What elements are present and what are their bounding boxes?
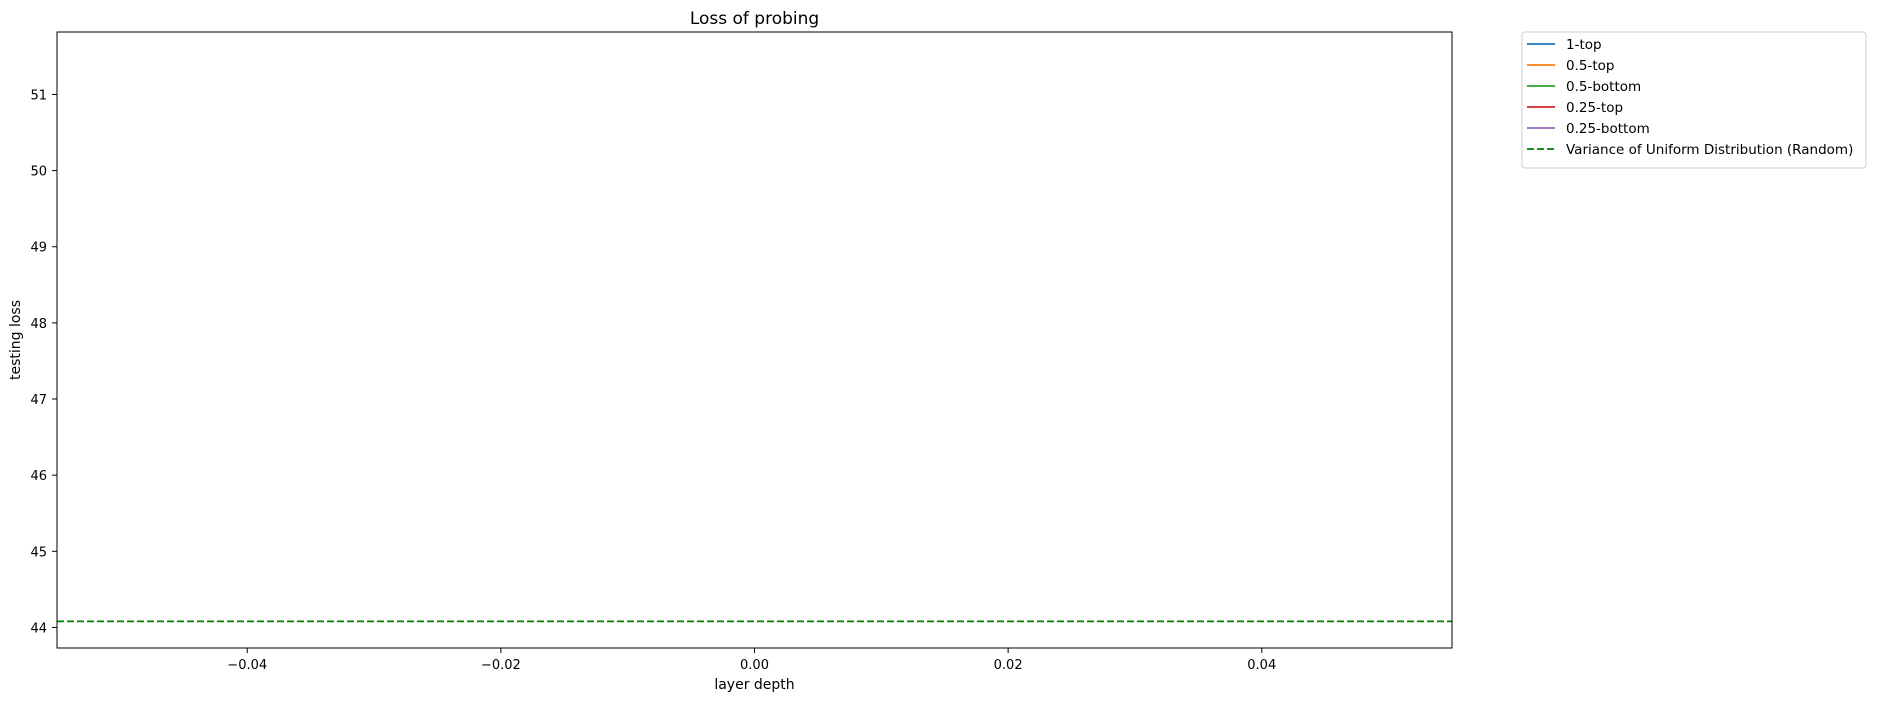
y-tick-label: 51 xyxy=(30,88,47,103)
x-tick-label: −0.04 xyxy=(227,658,267,673)
chart-title: Loss of probing xyxy=(690,9,819,29)
x-tick-label: 0.04 xyxy=(1247,658,1276,673)
y-tick-label: 46 xyxy=(30,469,47,484)
legend-label: 0.25-top xyxy=(1566,100,1623,116)
x-tick-label: 0.02 xyxy=(994,658,1023,673)
plot-area-frame xyxy=(56,31,1453,649)
y-tick-label: 45 xyxy=(30,545,47,560)
legend-label: 0.5-bottom xyxy=(1566,79,1641,95)
y-tick-label: 49 xyxy=(30,241,47,256)
legend-frame xyxy=(1521,31,1867,169)
y-tick-label: 44 xyxy=(30,621,47,636)
y-axis: 44 45 46 47 48 49 50 51 xyxy=(30,88,57,636)
y-tick-label: 48 xyxy=(30,317,47,332)
legend-label: 0.5-top xyxy=(1566,58,1614,74)
x-axis: −0.04 −0.02 0.00 0.02 0.04 xyxy=(227,648,1276,673)
legend-label: 1-top xyxy=(1566,37,1602,53)
y-axis-title: testing loss xyxy=(8,300,24,380)
x-tick-label: 0.00 xyxy=(740,658,769,673)
legend-label: Variance of Uniform Distribution (Random… xyxy=(1566,142,1853,158)
x-axis-title: layer depth xyxy=(714,677,794,693)
x-tick-label: −0.02 xyxy=(481,658,521,673)
y-tick-label: 47 xyxy=(30,393,47,408)
y-tick-label: 50 xyxy=(30,165,47,180)
legend: 1-top 0.5-top 0.5-bottom 0.25-top 0.25-botto… xyxy=(1521,31,1867,169)
legend-label: 0.25-bottom xyxy=(1566,121,1650,137)
